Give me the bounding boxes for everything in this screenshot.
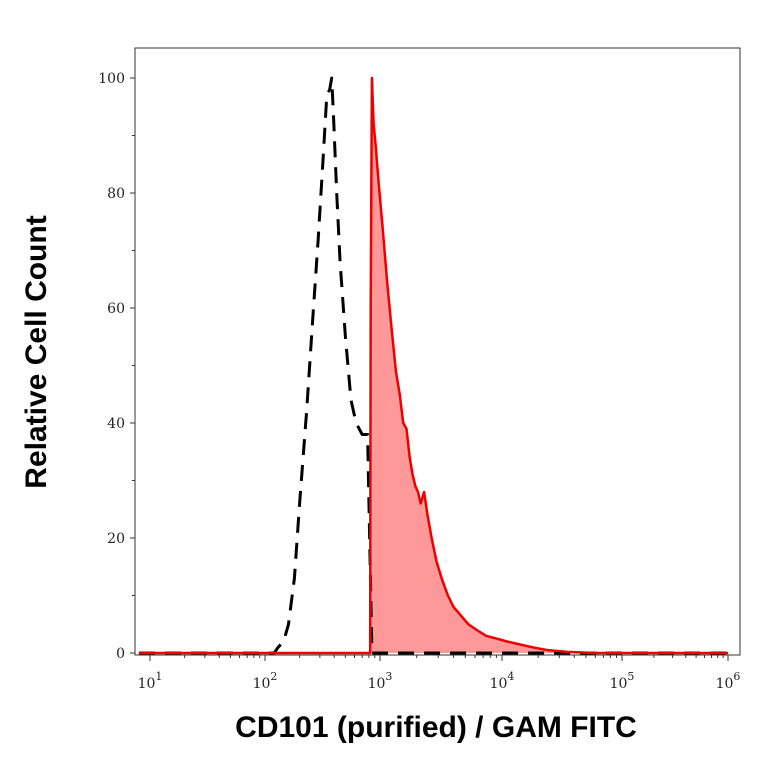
series-line-0 <box>138 76 728 655</box>
x-tick-exponent: 6 <box>733 670 740 683</box>
y-axis-title: Relative Cell Count <box>20 215 53 488</box>
series-line-1 <box>138 76 728 655</box>
x-tick-base: 10 <box>138 676 156 692</box>
y-tick-label: 0 <box>116 646 125 662</box>
x-tick-base: 10 <box>368 676 386 692</box>
series-lines <box>138 76 728 655</box>
y-tick-label: 60 <box>107 301 125 317</box>
x-tick-exponent: 5 <box>627 670 634 683</box>
y-tick-label: 40 <box>107 416 125 432</box>
series-fills <box>138 78 728 653</box>
x-tick-base: 10 <box>490 676 508 692</box>
x-tick-base: 10 <box>253 676 271 692</box>
y-tick-label: 100 <box>98 71 125 87</box>
x-tick-exponent: 1 <box>155 670 162 683</box>
y-tick-label: 20 <box>107 531 125 547</box>
x-tick-label: 106 <box>716 670 741 692</box>
x-tick-base: 10 <box>716 676 734 692</box>
x-tick-exponent: 3 <box>385 670 392 683</box>
x-axis-ticks: 101 102 103 104 105 106 <box>138 655 741 692</box>
x-tick-exponent: 2 <box>270 670 277 683</box>
x-tick-exponent: 4 <box>507 670 514 683</box>
x-axis-title: CD101 (purified) / GAM FITC <box>235 711 637 744</box>
series-fill-1 <box>138 78 728 653</box>
x-tick-base: 10 <box>610 676 628 692</box>
x-tick-label: 103 <box>368 670 393 692</box>
x-tick-label: 101 <box>138 670 163 692</box>
plot-frame <box>134 47 741 656</box>
x-tick-label: 102 <box>253 670 278 692</box>
y-tick-label: 80 <box>107 186 125 202</box>
y-axis-ticks: 0 20 40 60 80 100 <box>98 71 135 662</box>
x-tick-label: 105 <box>610 670 635 692</box>
x-tick-label: 104 <box>490 670 515 692</box>
